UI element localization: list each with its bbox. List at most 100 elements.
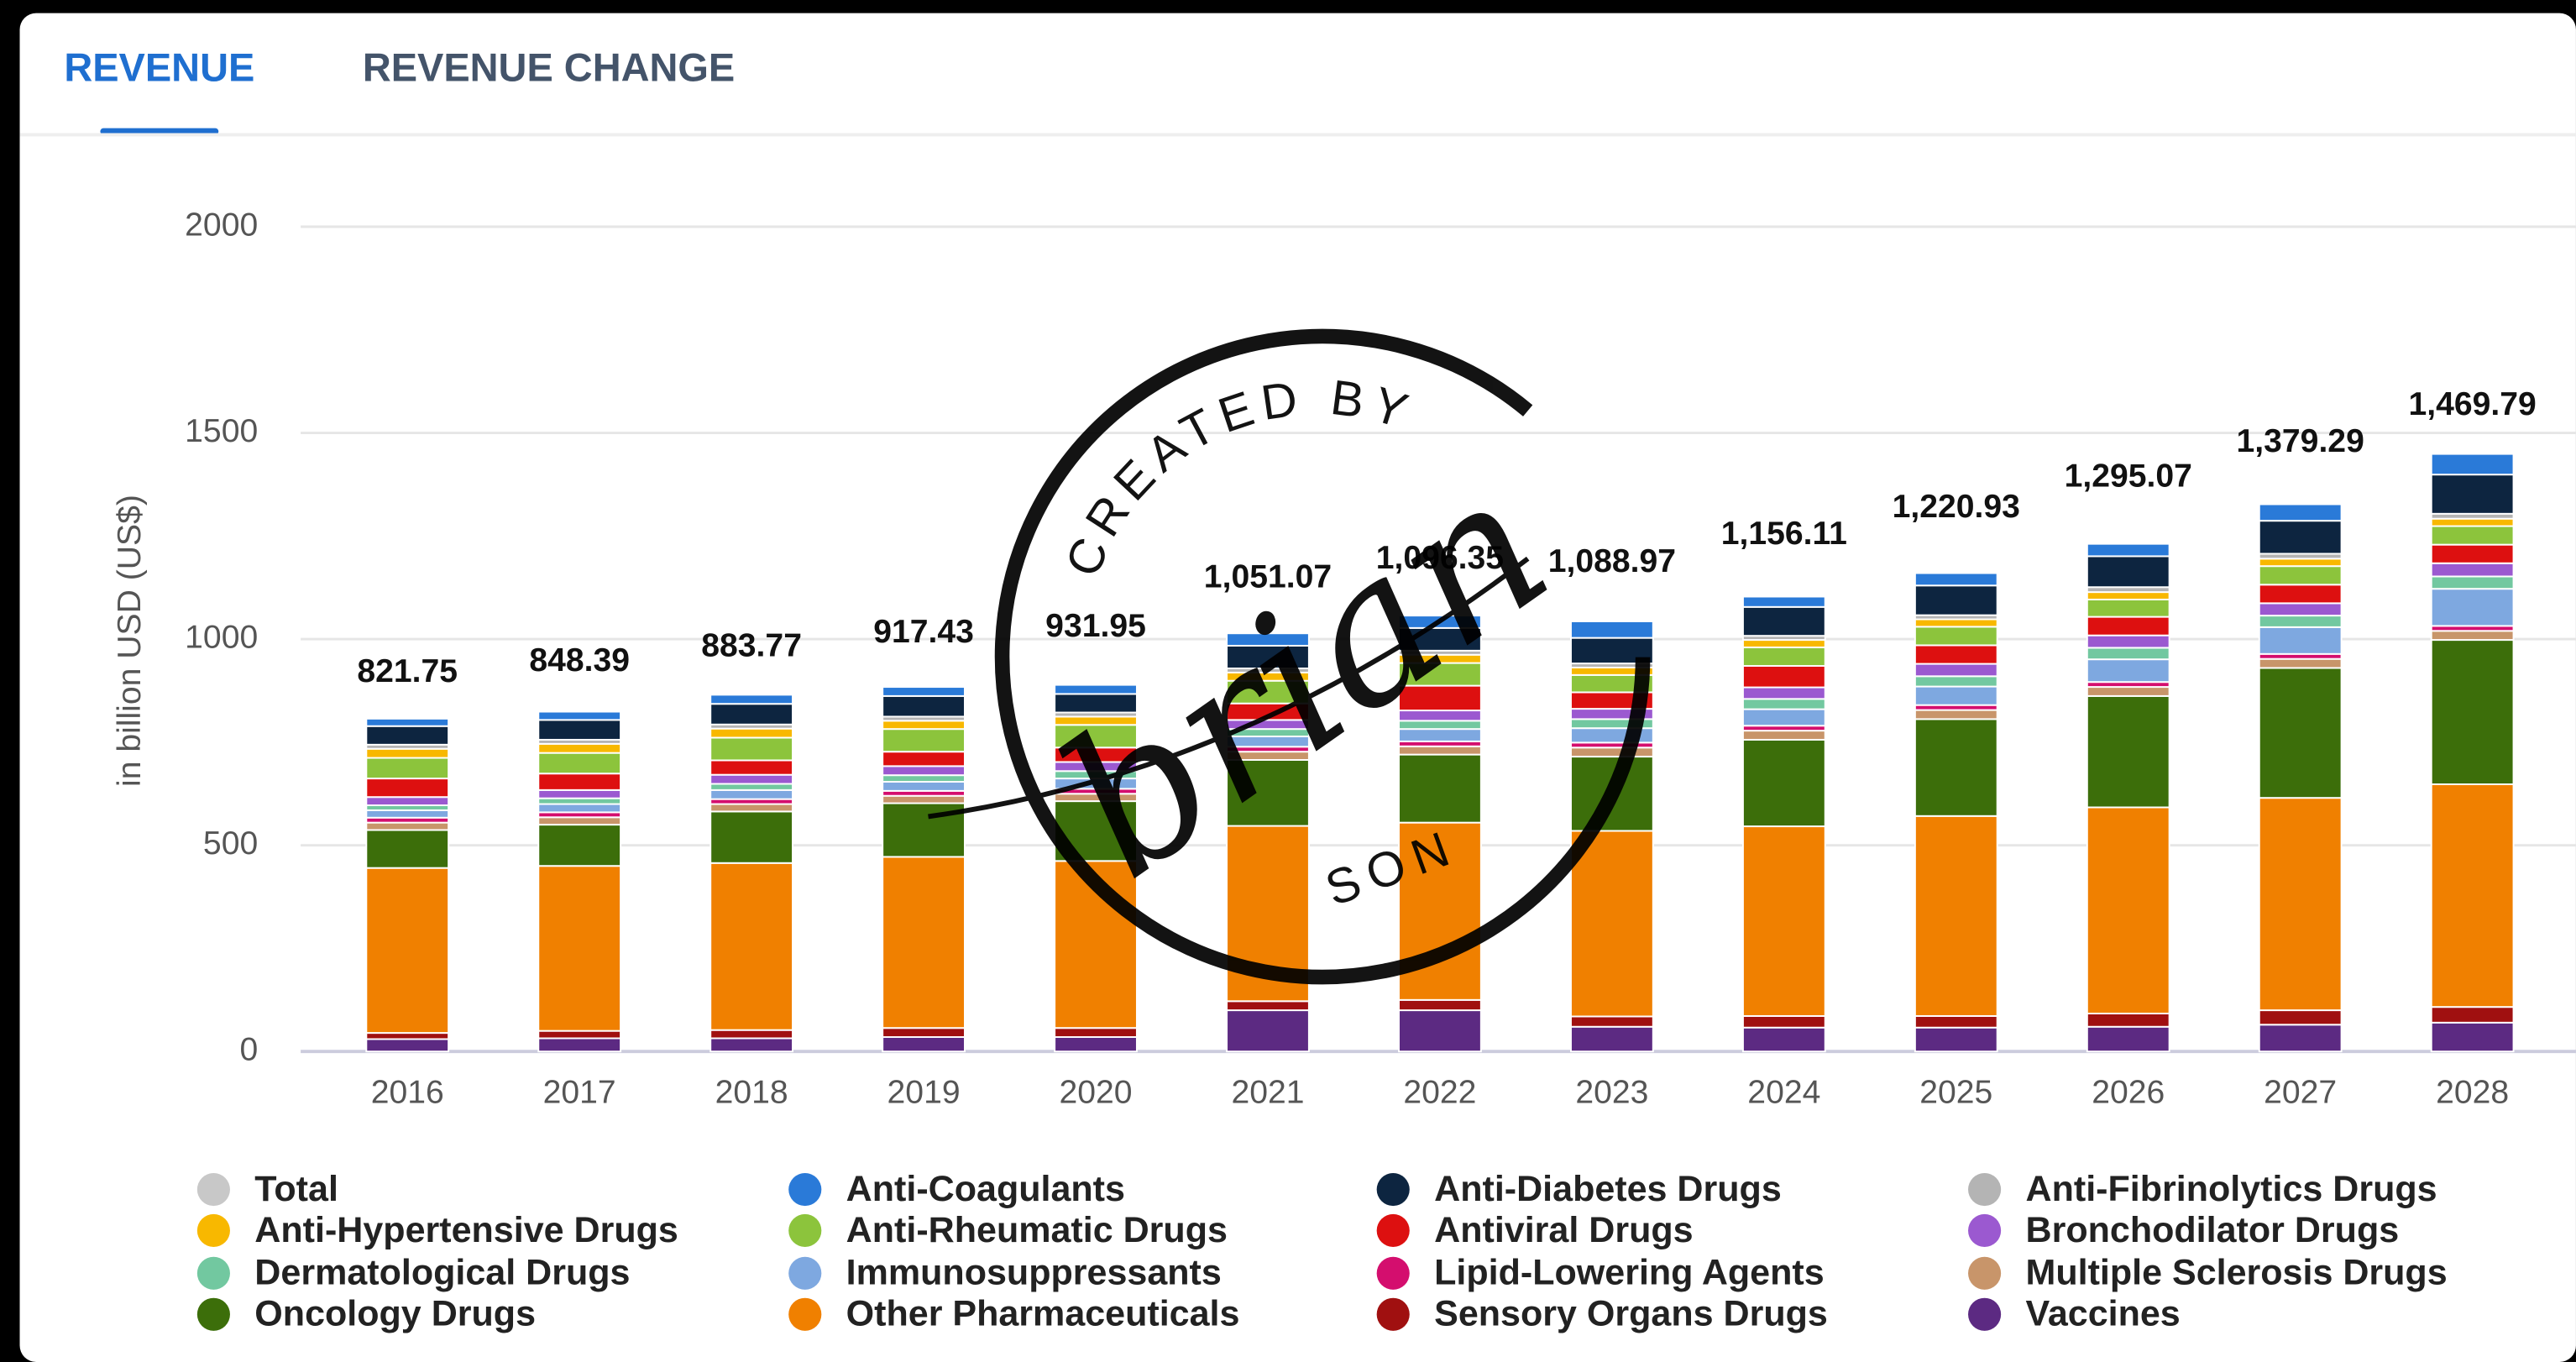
bar-segment (2430, 588, 2515, 627)
legend-label[interactable]: Multiple Sclerosis Drugs (2026, 1253, 2448, 1293)
bar-segment (2430, 525, 2515, 546)
legend-swatch (196, 1256, 230, 1290)
legend-label[interactable]: Lipid-Lowering Agents (1434, 1253, 1825, 1293)
bar-segment (1741, 646, 1826, 668)
legend-swatch (788, 1213, 822, 1248)
bar-segment (2086, 555, 2170, 589)
bar-segment (1226, 632, 1310, 647)
bar-segment (1741, 730, 1826, 741)
bar-segment (1914, 675, 1998, 688)
bar-segment (882, 794, 966, 804)
bar-segment (1741, 708, 1826, 727)
tab-revenue[interactable]: REVENUE (64, 45, 254, 90)
bar-segment (1054, 684, 1138, 695)
legend-swatch (1376, 1297, 1410, 1331)
total-label: 848.39 (529, 642, 630, 678)
bar-segment (1914, 718, 1998, 817)
total-label: 1,469.79 (2408, 386, 2536, 422)
bar-segment (1741, 698, 1826, 710)
bar-segment (2258, 1024, 2343, 1053)
bar-segment (365, 796, 450, 806)
bar-segment (2430, 517, 2515, 527)
bar-segment (537, 1037, 622, 1053)
bar-segment (2258, 558, 2343, 568)
bar-segment (709, 1037, 794, 1053)
bar-segment (1398, 998, 1482, 1012)
total-label: 1,295.07 (2065, 458, 2192, 495)
bar-segment (2086, 1025, 2170, 1053)
bar-segment (2086, 634, 2170, 649)
total-label: 1,156.11 (1721, 516, 1847, 552)
bar-segment (1741, 639, 1826, 648)
x-tick-label: 2018 (715, 1074, 788, 1110)
watermark-ring (994, 328, 1651, 985)
legend-label[interactable]: Sensory Organs Drugs (1434, 1294, 1828, 1334)
legend-label[interactable]: Anti-Hypertensive Drugs (254, 1210, 678, 1250)
bar-segment (2086, 598, 2170, 618)
y-tick-label: 500 (203, 825, 258, 862)
legend-label[interactable]: Anti-Rheumatic Drugs (846, 1210, 1228, 1250)
bar-segment (2258, 565, 2343, 586)
bar-segment (537, 719, 622, 741)
legend-label[interactable]: Immunosuppressants (846, 1253, 1222, 1293)
bar-segment (2430, 783, 2515, 1008)
bar-segment (2258, 657, 2343, 669)
bar-segment (1054, 1036, 1138, 1053)
y-tick-label: 1500 (185, 413, 258, 449)
legend-label[interactable]: Dermatological Drugs (254, 1253, 630, 1293)
bar-segment (2430, 453, 2515, 476)
bar-segment (365, 778, 450, 799)
bar-segment (709, 1029, 794, 1040)
bar-segment (1398, 1009, 1482, 1053)
bar-segment (882, 765, 966, 777)
bar-segment (709, 803, 794, 813)
bar-segment (537, 824, 622, 867)
bar-segment (882, 720, 966, 731)
legend-swatch (1968, 1213, 2002, 1248)
bar-segment (537, 752, 622, 775)
bar-segment (1914, 626, 1998, 647)
x-tick-label: 2026 (2092, 1074, 2165, 1110)
bar-segment (882, 728, 966, 753)
bar-segment (709, 783, 794, 791)
bar-segment (882, 774, 966, 783)
legend-label[interactable]: Other Pharmaceuticals (846, 1294, 1240, 1334)
legend-label[interactable]: Anti-Fibrinolytics Drugs (2026, 1169, 2437, 1209)
legend-label[interactable]: Antiviral Drugs (1434, 1210, 1693, 1250)
bar-segment (365, 821, 450, 831)
bar-segment (2430, 630, 2515, 642)
bar-segment (365, 717, 450, 727)
x-tick-label: 2028 (2436, 1074, 2509, 1110)
legend-label[interactable]: Anti-Coagulants (846, 1169, 1125, 1209)
legend-label[interactable]: Total (254, 1169, 338, 1209)
bar-segment (365, 867, 450, 1035)
legend-swatch (1376, 1172, 1410, 1207)
x-tick-label: 2022 (1403, 1074, 1476, 1110)
legend-label[interactable]: Bronchodilator Drugs (2026, 1210, 2400, 1250)
legend-swatch (788, 1172, 822, 1207)
bar-segment (537, 797, 622, 805)
bar-segment (1741, 605, 1826, 637)
bar-segment (1914, 1014, 1998, 1029)
bar-segment (2430, 639, 2515, 785)
bar-segment (2258, 626, 2343, 655)
bar-segment (1741, 825, 1826, 1017)
legend-label[interactable]: Vaccines (2026, 1294, 2181, 1334)
bar-segment (1741, 738, 1826, 828)
total-label: 821.75 (357, 653, 458, 689)
bar-segment (2258, 503, 2343, 522)
x-tick-label: 2019 (887, 1074, 961, 1110)
y-axis-label: in billion USD (US$) (112, 495, 148, 787)
plot: 0 500 1000 1500 2000 2016 821.75 2017 848.39 2018… (185, 207, 2576, 1110)
bar-segment (709, 694, 794, 705)
legend-swatch (196, 1213, 230, 1248)
legend-label[interactable]: Anti-Diabetes Drugs (1434, 1169, 1782, 1209)
bar-segment (1398, 684, 1482, 712)
legend-label[interactable]: Oncology Drugs (254, 1294, 536, 1334)
bar-segment (1741, 1026, 1826, 1053)
tab-revenue-change[interactable]: REVENUE CHANGE (363, 45, 735, 90)
x-tick-label: 2023 (1575, 1074, 1648, 1110)
bar-segment (882, 856, 966, 1029)
